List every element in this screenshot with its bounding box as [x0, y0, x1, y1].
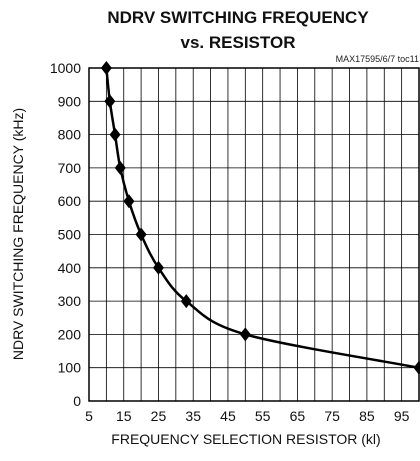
y-tick-label: 1000 [50, 60, 81, 76]
x-tick-label: 95 [394, 408, 410, 424]
grid-lines [88, 67, 420, 402]
data-point-marker [413, 360, 420, 375]
y-tick-label: 900 [58, 93, 82, 109]
y-tick-label: 0 [73, 393, 81, 409]
data-point-marker [152, 260, 164, 275]
data-point-marker [104, 94, 116, 109]
data-point-marker [239, 327, 251, 342]
y-tick-label: 800 [58, 127, 82, 143]
x-tick-label: 35 [185, 408, 201, 424]
y-axis-label: NDRV SWITCHING FREQUENCY (kHz) [10, 108, 26, 360]
x-tick-label: 25 [151, 408, 167, 424]
y-tick-label: 400 [58, 260, 82, 276]
x-tick-label: 5 [85, 408, 93, 424]
data-series [100, 61, 420, 375]
y-tick-label: 300 [58, 293, 82, 309]
x-tick-label: 85 [359, 408, 375, 424]
data-point-marker [109, 127, 121, 142]
data-point-marker [135, 227, 147, 242]
x-tick-label: 15 [116, 408, 132, 424]
y-axis-tick-labels: 0 100 200 300 400 500 600 700 800 900 1000 [50, 60, 81, 409]
y-tick-label: 500 [58, 227, 82, 243]
y-tick-label: 600 [58, 193, 82, 209]
figure-code-label: MAX17595/6/7 toc11 [336, 54, 419, 64]
data-point-marker [180, 294, 192, 309]
data-point-marker [100, 61, 112, 75]
plot-frame [88, 67, 420, 402]
x-tick-label: 55 [255, 408, 271, 424]
x-tick-label: 65 [290, 408, 306, 424]
chart-title-line-2: vs. RESISTOR [181, 33, 296, 52]
x-tick-label: 45 [220, 408, 236, 424]
data-point-marker [123, 194, 135, 209]
y-tick-label: 700 [58, 160, 82, 176]
y-tick-label: 100 [58, 360, 82, 376]
x-tick-label: 75 [324, 408, 340, 424]
y-tick-label: 200 [58, 326, 82, 342]
x-axis-tick-labels: 5 15 25 35 45 55 65 75 85 95 [85, 408, 410, 424]
data-point-marker [114, 160, 126, 175]
chart-title-line-1: NDRV SWITCHING FREQUENCY [107, 8, 369, 27]
x-axis-label: FREQUENCY SELECTION RESISTOR (kl) [111, 431, 380, 447]
